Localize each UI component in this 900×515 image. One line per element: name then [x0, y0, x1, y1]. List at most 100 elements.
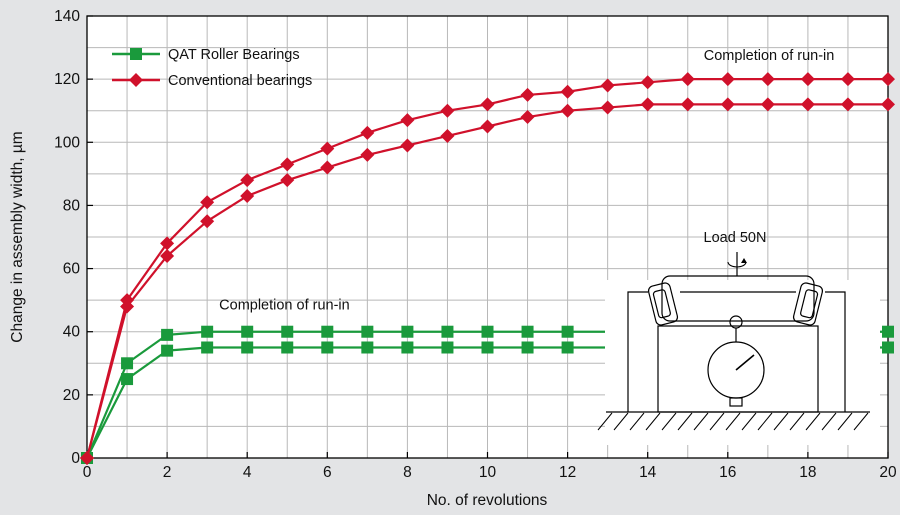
- ground-hatching: [597, 412, 869, 431]
- x-tick-label: 4: [243, 464, 252, 481]
- data-point: [800, 97, 815, 112]
- y-tick-label: 120: [54, 71, 80, 88]
- legend-item-conventional: Conventional bearings: [112, 73, 312, 89]
- data-point: [480, 119, 495, 134]
- bearing-left: [647, 282, 679, 326]
- data-point: [320, 141, 335, 156]
- x-tick-label: 18: [799, 464, 816, 481]
- y-axis: 0 20 40 60 80 100 120 140: [54, 8, 93, 467]
- data-point: [881, 97, 895, 112]
- x-tick-label: 14: [639, 464, 657, 481]
- hatch-line: [693, 412, 709, 431]
- data-point: [161, 328, 174, 341]
- data-point: [401, 325, 414, 338]
- data-point: [121, 373, 134, 386]
- y-tick-label: 140: [54, 8, 80, 25]
- x-tick-label: 2: [163, 464, 172, 481]
- y-tick-label: 0: [71, 450, 80, 467]
- data-point: [361, 341, 374, 354]
- data-point: [480, 97, 495, 112]
- hatch-line: [837, 412, 853, 431]
- x-tick-label: 6: [323, 464, 332, 481]
- data-point: [280, 157, 295, 172]
- data-point: [521, 341, 534, 354]
- hatch-line: [821, 412, 837, 431]
- legend: QAT Roller Bearings Conventional bearing…: [112, 47, 312, 89]
- x-tick-label: 8: [403, 464, 412, 481]
- data-point: [800, 72, 815, 87]
- hatch-line: [853, 412, 869, 431]
- data-point: [400, 138, 415, 153]
- data-point: [361, 325, 374, 338]
- data-point: [281, 325, 294, 338]
- bearing-right: [792, 282, 824, 326]
- data-point: [441, 341, 454, 354]
- data-point: [360, 147, 375, 162]
- y-tick-label: 80: [63, 197, 81, 214]
- hatch-line: [613, 412, 629, 431]
- hatch-line: [709, 412, 725, 431]
- x-tick-label: 12: [559, 464, 576, 481]
- data-point: [840, 97, 855, 112]
- hatch-line: [725, 412, 741, 431]
- y-tick-label: 40: [63, 324, 81, 341]
- data-point: [840, 72, 855, 87]
- data-point: [321, 325, 334, 338]
- data-point: [520, 110, 535, 125]
- data-point: [240, 188, 255, 203]
- series-conventional-bearings: [80, 72, 895, 465]
- hatch-line: [757, 412, 773, 431]
- annotation-run-in-conventional: Completion of run-in: [704, 48, 835, 64]
- data-point: [600, 78, 615, 93]
- data-point: [481, 325, 494, 338]
- x-axis: 0 2 4 6 8 10 12 14 16 18 20: [83, 452, 897, 481]
- x-tick-label: 0: [83, 464, 92, 481]
- data-point: [680, 72, 695, 87]
- data-point: [881, 72, 895, 87]
- data-point: [561, 341, 574, 354]
- data-point: [241, 325, 254, 338]
- data-point: [440, 103, 455, 118]
- data-point: [281, 341, 294, 354]
- data-point: [720, 72, 735, 87]
- hatch-line: [741, 412, 757, 431]
- data-point: [240, 173, 255, 188]
- data-point: [560, 84, 575, 99]
- x-axis-title: No. of revolutions: [427, 492, 548, 509]
- legend-marker-square: [130, 48, 142, 60]
- data-point: [760, 97, 775, 112]
- x-tick-label: 10: [479, 464, 497, 481]
- data-point: [600, 100, 615, 115]
- data-point: [241, 341, 254, 354]
- data-point: [760, 72, 775, 87]
- data-point: [400, 113, 415, 128]
- hatch-line: [773, 412, 789, 431]
- x-tick-label: 16: [719, 464, 736, 481]
- data-point: [561, 325, 574, 338]
- y-tick-label: 100: [54, 134, 80, 151]
- annotation-run-in-qat: Completion of run-in: [219, 298, 350, 314]
- data-point: [201, 341, 214, 354]
- inset-background: [605, 280, 880, 445]
- data-point: [121, 357, 134, 370]
- hatch-line: [597, 412, 613, 431]
- data-point: [481, 341, 494, 354]
- data-point: [520, 87, 535, 102]
- data-point: [401, 341, 414, 354]
- data-point: [80, 451, 94, 465]
- data-point: [882, 341, 894, 354]
- legend-marker-diamond: [129, 73, 143, 87]
- data-point: [320, 160, 335, 175]
- fixture-housing: [606, 275, 870, 413]
- data-point: [120, 299, 135, 314]
- legend-label-conventional: Conventional bearings: [168, 73, 312, 89]
- data-point: [441, 325, 454, 338]
- data-point: [321, 341, 334, 354]
- dial-gauge: [707, 315, 765, 407]
- hatch-line: [677, 412, 693, 431]
- data-point: [161, 344, 174, 357]
- data-point: [200, 214, 215, 229]
- hatch-line: [805, 412, 821, 431]
- data-point: [200, 195, 215, 210]
